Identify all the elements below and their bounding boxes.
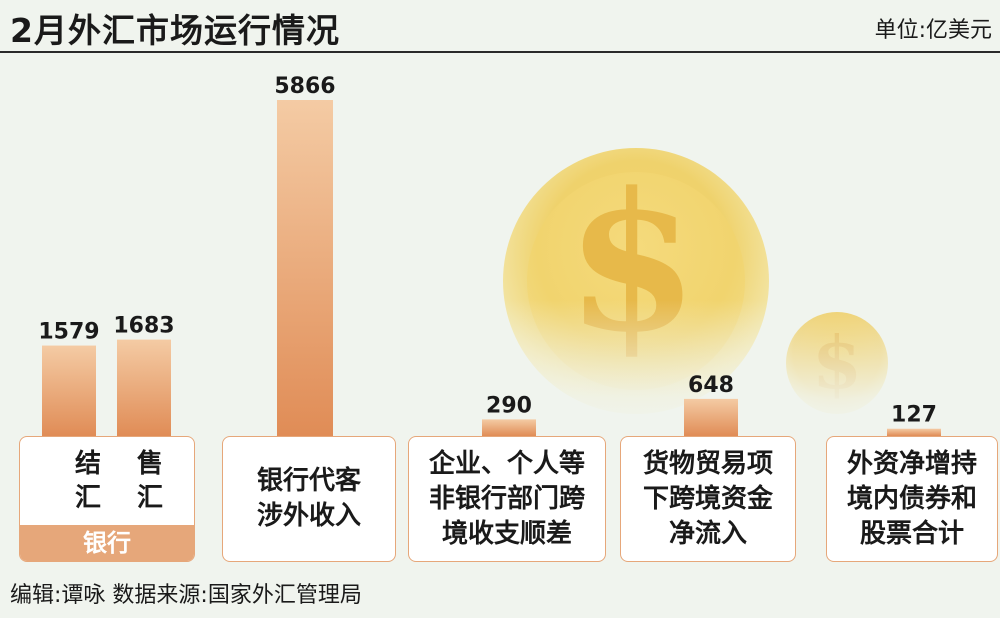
bar-value-nonbank: 290 [486, 393, 532, 418]
chart-title: 2月外汇市场运行情况 [10, 11, 340, 50]
bar-sales [117, 339, 171, 436]
income-label: 银行代客 涉外收入 [256, 466, 361, 531]
bar-value-income: 5866 [274, 74, 335, 99]
income-card: 银行代客 涉外收入 [222, 436, 396, 562]
bar-foreign [887, 428, 941, 436]
trade-card: 货物贸易项 下跨境资金 净流入 [620, 436, 796, 562]
unit-label: 单位:亿美元 [874, 18, 992, 43]
bar-value-settlement: 1579 [38, 320, 99, 345]
bar-income [277, 100, 333, 436]
foreign-card: 外资净增持 境内债券和 股票合计 [826, 436, 998, 562]
bar-nonbank [482, 419, 536, 436]
bar-trade [684, 398, 738, 436]
bank-card: 结 汇 售 汇 银行 [19, 436, 195, 562]
nonbank-label: 企业、个人等 非银行部门跨 境收支顺差 [428, 448, 585, 549]
nonbank-card: 企业、个人等 非银行部门跨 境收支顺差 [408, 436, 606, 562]
bar-value-sales: 1683 [113, 314, 174, 339]
foreign-label: 外资净增持 境内债券和 股票合计 [846, 448, 977, 549]
title-divider [0, 51, 1000, 53]
trade-label: 货物贸易项 下跨境资金 净流入 [642, 448, 773, 549]
settlement-label: 结 汇 [74, 449, 101, 513]
bar-value-foreign: 127 [891, 403, 937, 428]
bar-value-trade: 648 [688, 373, 734, 398]
bank-group-label: 银行 [20, 525, 194, 561]
bar-settlement [42, 345, 96, 436]
footer-credit: 编辑:谭咏 数据来源:国家外汇管理局 [10, 583, 362, 608]
sales-label: 售 汇 [136, 449, 163, 513]
